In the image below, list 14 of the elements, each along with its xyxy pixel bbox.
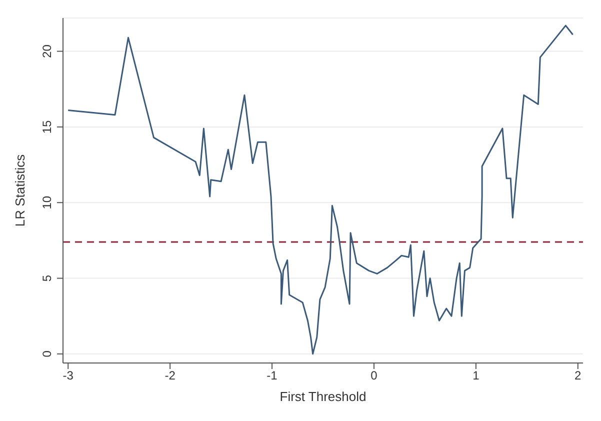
x-tick-label: -3 [62,368,74,383]
y-tick-label: 0 [40,350,54,358]
x-tick-label: 0 [370,368,378,383]
y-tick-label: 20 [40,44,54,58]
y-tick-label: 10 [40,196,54,210]
x-tick-label: -2 [164,368,176,383]
line-series [67,24,574,355]
y-axis-title: LR Statistics [12,154,28,227]
x-tick-label: 2 [574,368,582,383]
x-tick-label: 1 [472,368,480,383]
x-axis-title: First Threshold [280,389,366,404]
y-tick-label: 5 [40,274,54,282]
y-tick-label: 15 [40,120,54,134]
x-tick-label: -1 [266,368,278,383]
